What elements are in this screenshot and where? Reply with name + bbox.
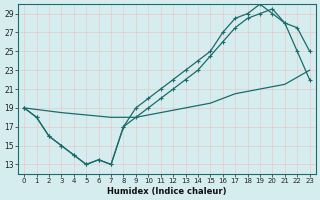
X-axis label: Humidex (Indice chaleur): Humidex (Indice chaleur) (107, 187, 227, 196)
